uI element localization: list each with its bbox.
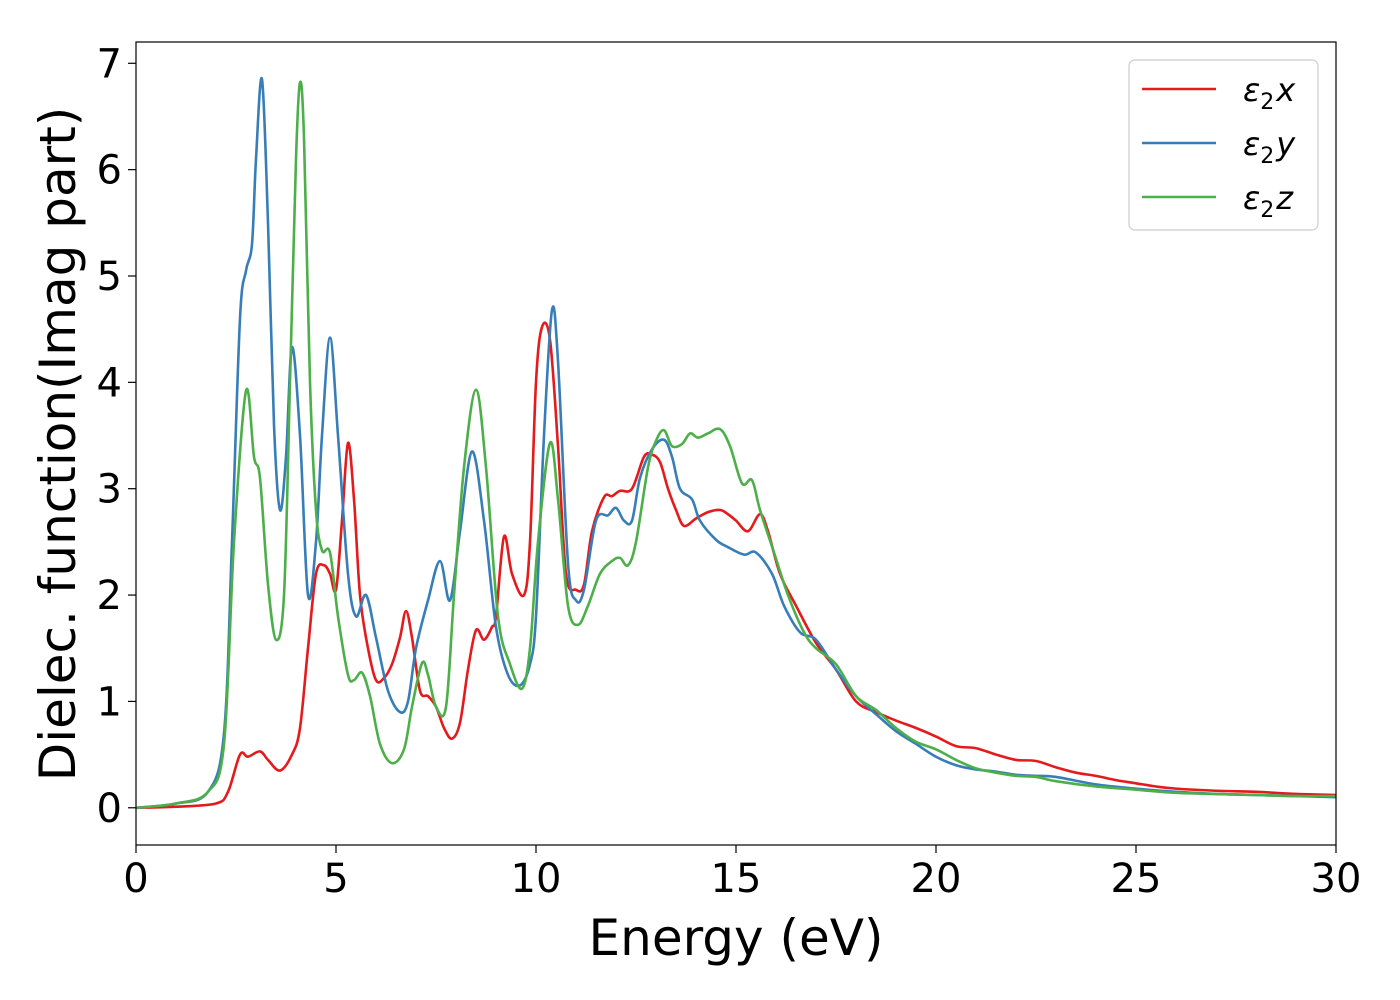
x-tick-label: 30 — [1311, 856, 1362, 902]
legend-label-subscript: 2 — [1260, 198, 1274, 223]
y-tick-label: 1 — [97, 679, 122, 725]
series-line-e2y — [136, 76, 1336, 810]
x-tick-label: 25 — [1111, 856, 1162, 902]
y-axis-title: Dielec. function(Imag part) — [29, 107, 87, 782]
series-line-e2z — [136, 80, 1336, 810]
series-line-e2x — [136, 321, 1336, 810]
y-tick-label: 5 — [97, 254, 122, 300]
y-tick-label: 4 — [97, 360, 122, 406]
legend-label-e2z: ε2z — [1243, 179, 1294, 223]
series-group — [136, 76, 1336, 810]
y-tick-label: 2 — [97, 573, 122, 619]
legend-label-base: ε — [1243, 125, 1260, 163]
x-tick-label: 5 — [323, 856, 348, 902]
legend-label-e2y: ε2y — [1243, 125, 1296, 169]
x-axis-title: Energy (eV) — [589, 909, 884, 967]
legend-label-base: ε — [1243, 179, 1260, 217]
x-tick-label: 0 — [123, 856, 148, 902]
legend-label-suffix: z — [1275, 179, 1294, 217]
x-axis-ticks: 0 5 10 15 20 25 30 — [123, 845, 1361, 902]
legend-label-suffix: y — [1275, 125, 1296, 163]
y-axis-ticks: 0 1 2 3 4 5 6 7 — [97, 41, 136, 832]
legend-label-suffix: x — [1275, 71, 1296, 109]
x-tick-label: 15 — [711, 856, 762, 902]
y-tick-label: 7 — [97, 41, 122, 87]
legend-label-base: ε — [1243, 71, 1260, 109]
y-tick-label: 3 — [97, 467, 122, 513]
legend-label-e2x: ε2x — [1243, 71, 1296, 115]
y-tick-label: 6 — [97, 148, 122, 194]
legend-label-subscript: 2 — [1260, 144, 1274, 169]
legend-frame — [1128, 59, 1319, 231]
x-tick-label: 10 — [511, 856, 562, 902]
legend-label-subscript: 2 — [1260, 90, 1274, 115]
x-tick-label: 20 — [911, 856, 962, 902]
y-tick-label: 0 — [97, 786, 122, 832]
